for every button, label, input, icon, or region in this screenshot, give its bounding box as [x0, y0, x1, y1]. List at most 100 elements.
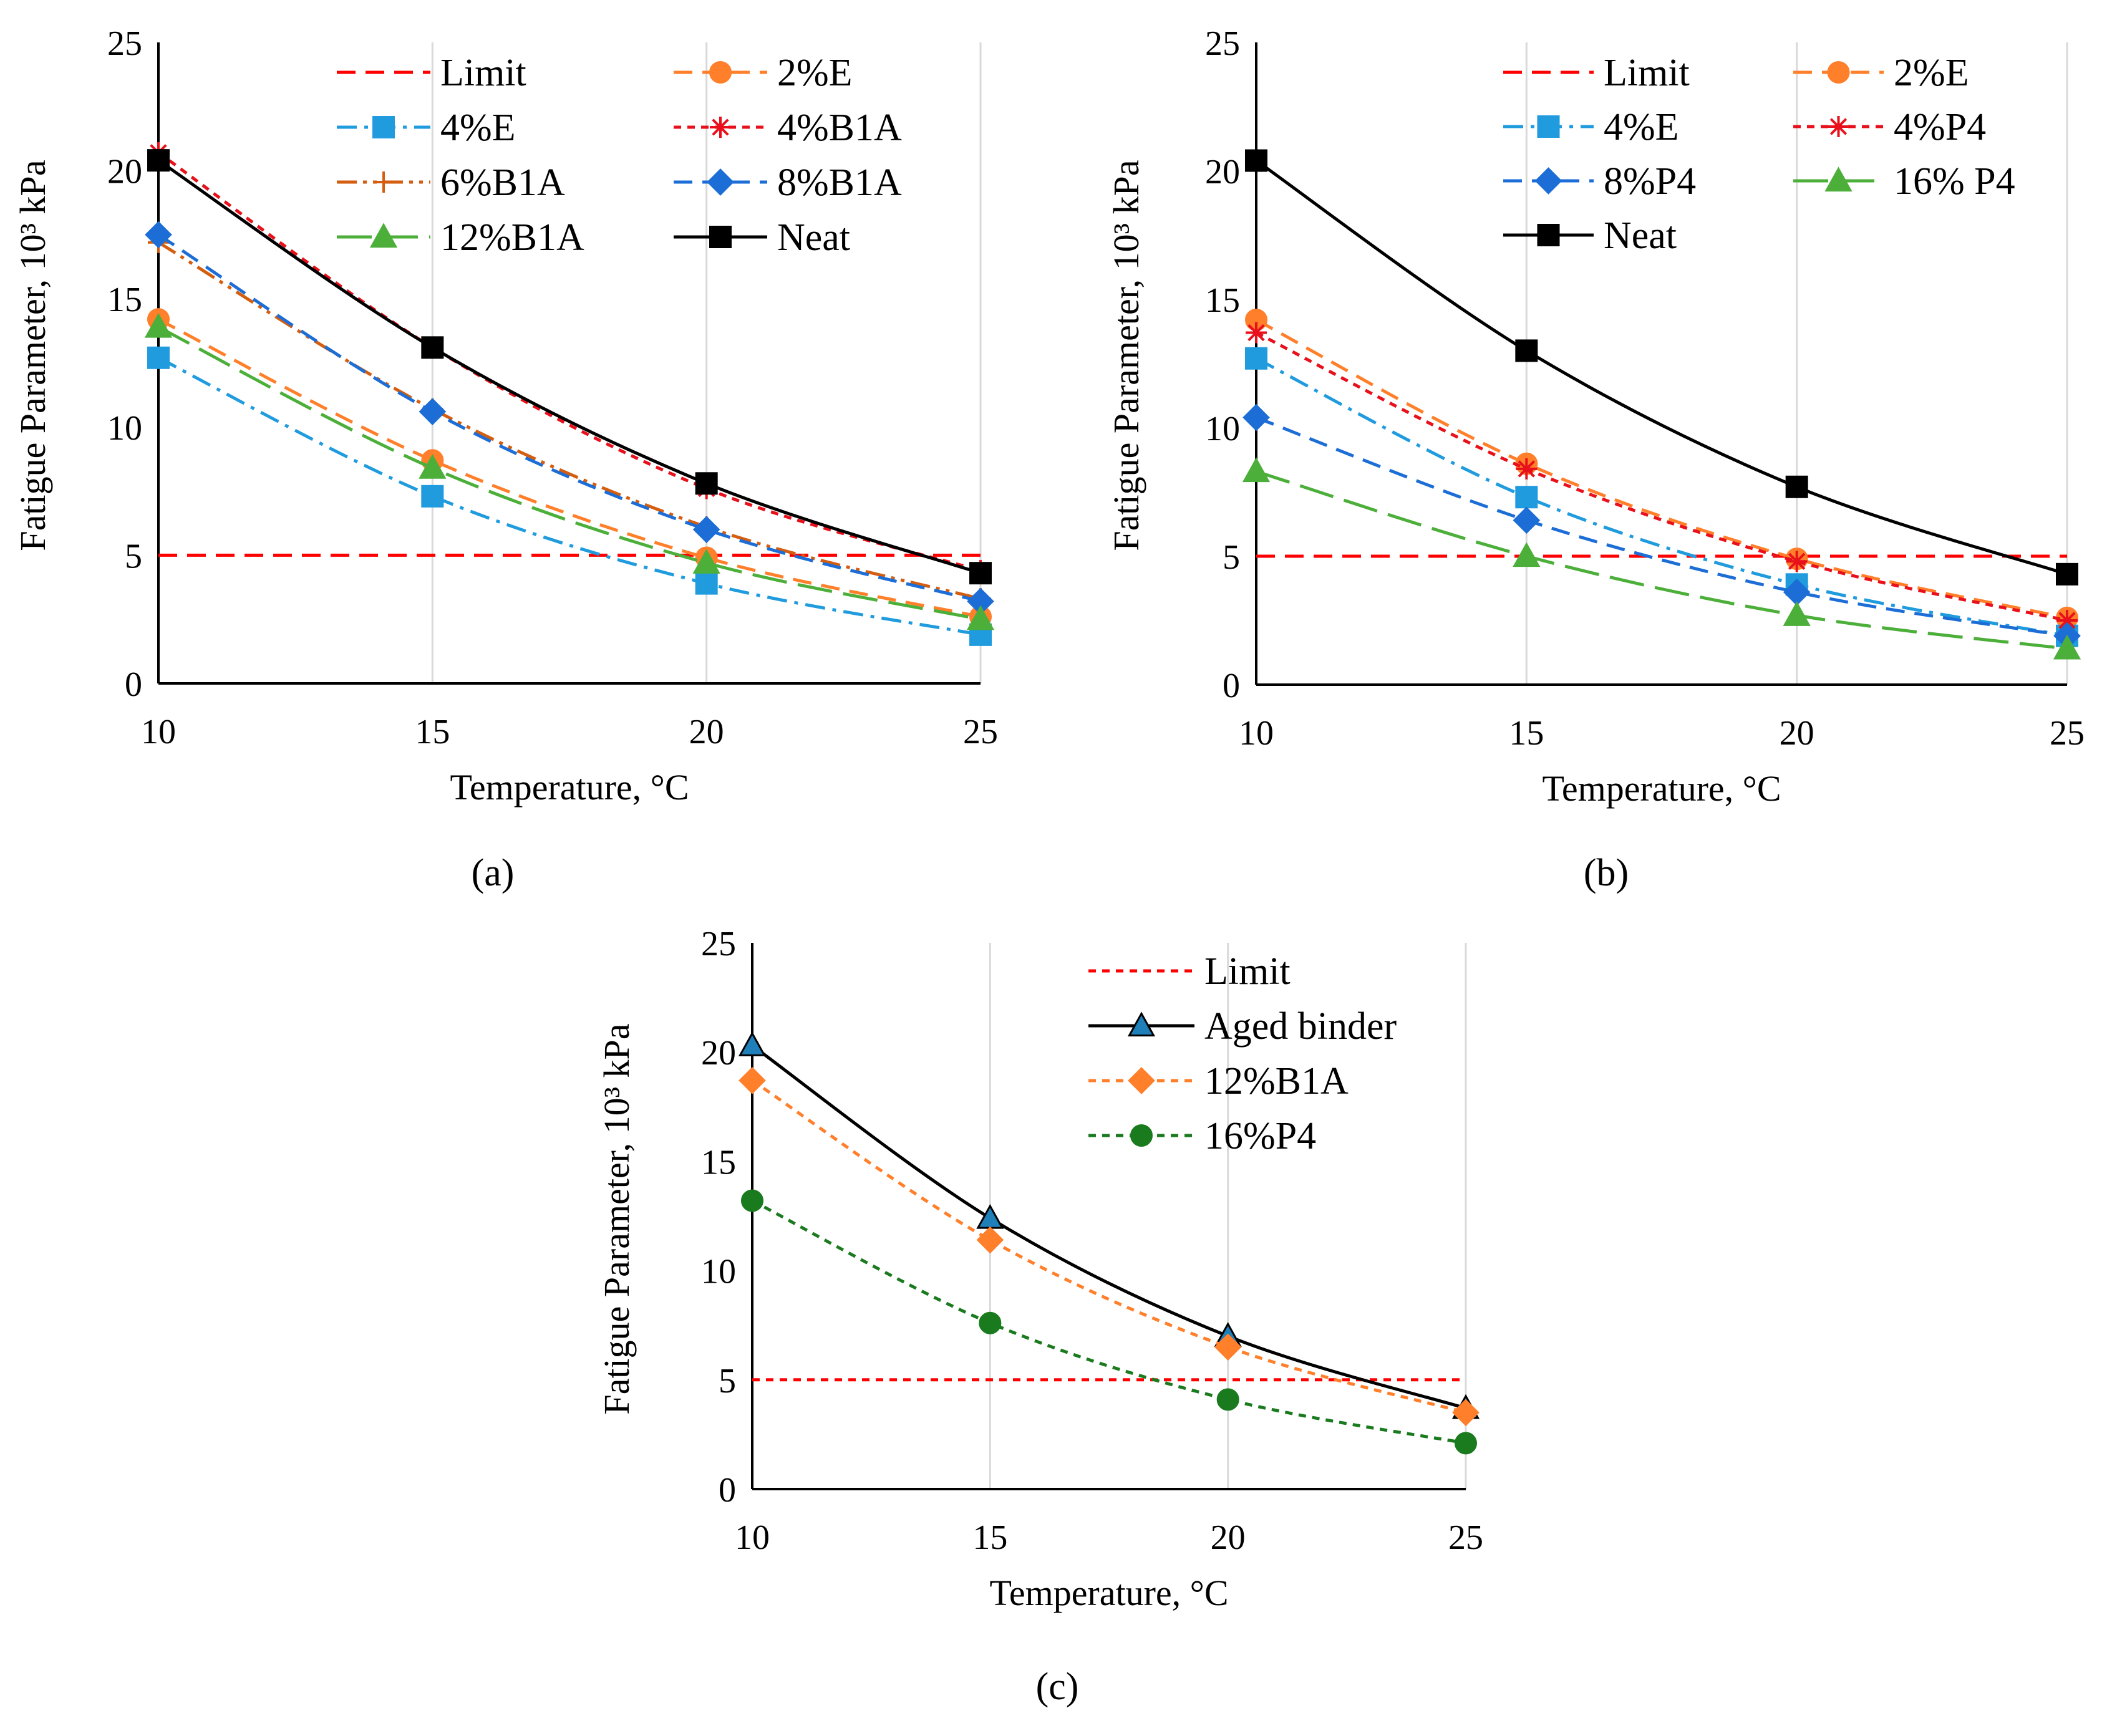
- data-point: [969, 562, 992, 585]
- legend-marker: [372, 116, 395, 138]
- y-tick-label: 10: [107, 409, 142, 448]
- data-point: [419, 398, 447, 425]
- data-point: [1246, 322, 1267, 344]
- y-tick-label: 0: [1223, 667, 1240, 705]
- series-12-b1a: [144, 312, 995, 630]
- data-point: [419, 453, 447, 479]
- legend-marker: [1537, 115, 1560, 138]
- data-point: [738, 1031, 767, 1056]
- legend: Limit 2%E 4%E 4%B1A 6%B1A 8%B1A 12%B1A Neat: [337, 52, 902, 259]
- legend-item: 4%E: [337, 107, 516, 149]
- data-point: [1452, 1399, 1480, 1427]
- data-point: [1516, 458, 1538, 480]
- plot-area: [1256, 42, 2067, 685]
- data-point: [1214, 1333, 1242, 1361]
- data-point: [1455, 1432, 1477, 1455]
- series-line: [157, 151, 981, 572]
- legend-marker: [709, 61, 732, 84]
- series-line: [157, 317, 981, 619]
- legend-label: 2%E: [777, 52, 853, 94]
- data-point: [741, 1189, 763, 1212]
- series-line: [157, 356, 981, 637]
- panel-label: (b): [1584, 852, 1629, 894]
- data-point: [147, 149, 170, 172]
- data-point: [1513, 506, 1541, 534]
- plot-area: [158, 42, 981, 683]
- legend-label: 12%B1A: [1204, 1060, 1349, 1102]
- y-tick-label: 20: [1205, 153, 1240, 191]
- y-tick-label: 20: [107, 153, 142, 191]
- chart-panel-b: 0 5 10 15 20 25 10 15 20 25 Temperature, °C Fatigue…: [1106, 24, 2085, 894]
- legend-item: 8%P4: [1503, 160, 1696, 203]
- legend-label: 16% P4: [1894, 160, 2015, 203]
- data-point: [145, 221, 172, 249]
- data-point: [1245, 149, 1267, 172]
- y-tick-label: 0: [719, 1471, 736, 1510]
- legend-marker: [1127, 1011, 1156, 1037]
- legend: Limit Aged binder 12%B1A 16%P4: [1088, 950, 1397, 1157]
- legend-item: 2%E: [674, 52, 853, 94]
- legend-label: Limit: [440, 52, 526, 94]
- y-tick-label: 10: [701, 1253, 736, 1291]
- series-4-p4: [1246, 322, 2078, 631]
- legend-label: 8%P4: [1604, 160, 1696, 203]
- y-tick-label: 25: [1205, 24, 1240, 63]
- legend-label: Limit: [1204, 950, 1291, 993]
- data-point: [695, 472, 718, 495]
- legend-marker: [1828, 116, 1849, 137]
- x-tick-label: 15: [1509, 714, 1544, 753]
- y-tick-label: 25: [107, 24, 142, 63]
- legend-item: Limit: [1503, 52, 1690, 94]
- data-point: [1245, 347, 1267, 370]
- legend-marker: [709, 226, 732, 248]
- series-line: [1256, 470, 2068, 650]
- x-tick-label: 25: [2050, 714, 2085, 753]
- x-tick-label: 20: [1211, 1518, 1246, 1557]
- y-axis-title: Fatigue Parameter, 10³ kPa: [1106, 160, 1146, 551]
- legend-marker: [1128, 1067, 1155, 1094]
- x-tick-label: 15: [415, 713, 450, 751]
- legend-label: Neat: [1604, 215, 1677, 257]
- panel-label: (c): [1036, 1666, 1079, 1708]
- series-line: [157, 233, 981, 603]
- y-tick-label: 10: [1205, 410, 1240, 448]
- legend-item: 8%B1A: [674, 162, 902, 204]
- panel-label: (a): [472, 852, 515, 894]
- data-point: [1242, 457, 1271, 483]
- data-point: [1216, 1388, 1239, 1411]
- data-point: [695, 572, 718, 595]
- legend-item: 4%P4: [1793, 106, 1986, 148]
- series-line: [1255, 331, 2068, 622]
- legend-item: Limit: [1088, 950, 1291, 993]
- data-point: [144, 312, 173, 338]
- series-line: [157, 241, 981, 600]
- legend-label: 12%B1A: [440, 216, 584, 259]
- data-point: [692, 516, 720, 544]
- data-point: [2053, 634, 2081, 660]
- data-point: [976, 1226, 1004, 1254]
- series-16-p4: [741, 1189, 1477, 1455]
- legend-label: Limit: [1604, 52, 1690, 94]
- legend-item: 4%B1A: [674, 107, 902, 149]
- legend-marker: [1824, 166, 1853, 192]
- legend-item: Aged binder: [1088, 1005, 1397, 1048]
- series-12-b1a: [739, 1066, 1480, 1427]
- legend-label: 16%P4: [1204, 1115, 1316, 1157]
- legend-label: Neat: [777, 216, 850, 259]
- plot-area: [752, 943, 1466, 1489]
- legend-item: 16% P4: [1793, 160, 2015, 203]
- data-point: [692, 549, 720, 574]
- legend-marker: [1537, 224, 1560, 246]
- y-tick-label: 25: [701, 925, 736, 963]
- legend-label: 6%B1A: [440, 162, 565, 204]
- series-line: [157, 326, 981, 621]
- series-neat: [147, 149, 992, 585]
- data-point: [1515, 339, 1538, 362]
- x-tick-label: 10: [141, 713, 176, 751]
- x-tick-label: 20: [689, 713, 724, 751]
- y-tick-label: 0: [125, 665, 142, 704]
- legend-label: 4%E: [440, 107, 516, 149]
- data-point: [421, 336, 444, 359]
- data-point: [2056, 610, 2078, 631]
